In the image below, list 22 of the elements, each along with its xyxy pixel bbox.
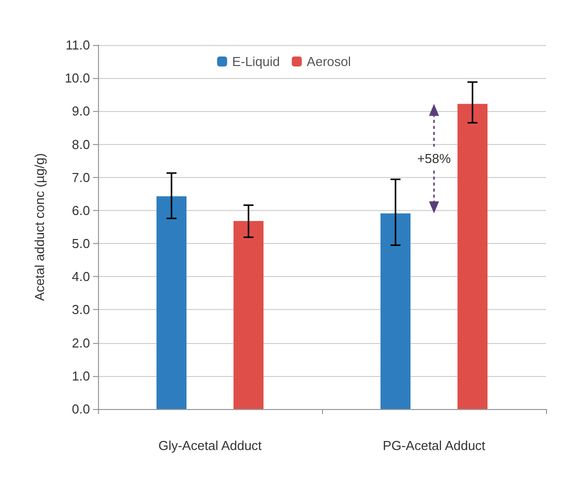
bar — [234, 221, 264, 409]
x-tick-label: Gly-Acetal Adduct — [158, 438, 262, 453]
y-tick-label: 2.0 — [72, 335, 90, 350]
y-tick-label: 8.0 — [72, 136, 90, 152]
bar — [380, 213, 410, 409]
y-tick-label: 5.0 — [72, 236, 90, 252]
legend-label: E-Liquid — [232, 54, 280, 69]
bar — [156, 196, 186, 409]
legend-label: Aerosol — [306, 54, 351, 69]
x-tick-label: PG-Acetal Adduct — [382, 438, 486, 453]
bar — [458, 104, 488, 409]
y-tick-label: 9.0 — [72, 104, 90, 119]
y-tick-label: 11.0 — [66, 38, 90, 52]
annotation: +58% — [417, 151, 452, 166]
y-tick-label: 4.0 — [72, 269, 90, 284]
y-tick-label: 1.0 — [72, 368, 90, 384]
y-tick-label: 6.0 — [72, 202, 90, 218]
y-tick-label: 7.0 — [72, 170, 90, 185]
y-axis-title: Acetal adduct conc (µg/g) — [32, 153, 47, 301]
y-tick-label: 10.0 — [64, 70, 90, 86]
y-tick-label: 0.0 — [72, 402, 90, 416]
y-tick-label: 3.0 — [72, 302, 90, 318]
